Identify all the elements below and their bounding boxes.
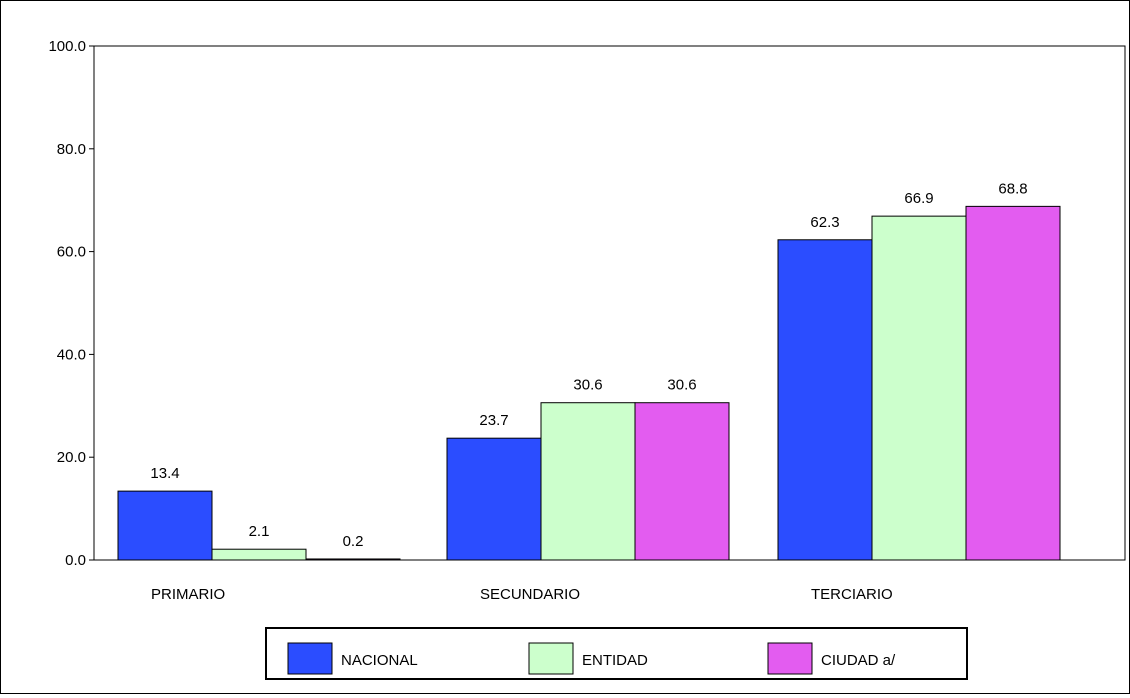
- legend-label-1: ENTIDAD: [582, 652, 648, 669]
- y-tick-label: 100.0: [48, 38, 86, 55]
- bar-value-label: 66.9: [904, 190, 933, 207]
- legend-label-0: NACIONAL: [341, 652, 418, 669]
- bar-value-label: 30.6: [667, 377, 696, 394]
- bar-value-label: 0.2: [343, 533, 364, 550]
- bar-primario-1: [211, 548, 307, 561]
- y-tick-label: 40.0: [57, 346, 86, 363]
- bar-value-label: 13.4: [150, 465, 179, 482]
- bar-series-group: [117, 205, 1061, 561]
- bar-terciario-0: [777, 239, 873, 561]
- legend: NACIONAL ENTIDAD CIUDAD a/: [265, 627, 968, 680]
- legend-box: [265, 627, 968, 680]
- bar-terciario-2: [965, 205, 1061, 561]
- y-axis: 0.0 20.0 40.0 60.0 80.0 100.0: [48, 38, 94, 569]
- bar-secundario-1: [540, 402, 636, 561]
- bar-value-label: 30.6: [573, 377, 602, 394]
- bar-terciario-1: [871, 215, 967, 561]
- legend-label-2: CIUDAD a/: [821, 652, 896, 669]
- category-label: PRIMARIO: [151, 586, 225, 603]
- legend-swatch-2: [767, 642, 813, 675]
- y-tick-label: 60.0: [57, 244, 86, 261]
- legend-swatch-0: [287, 642, 333, 675]
- bar-value-label: 68.8: [998, 180, 1027, 197]
- category-label: TERCIARIO: [811, 586, 893, 603]
- bar-secundario-0: [446, 437, 542, 561]
- bar-secundario-2: [634, 402, 730, 561]
- bar-value-label: 2.1: [249, 523, 270, 540]
- y-tick-label: 80.0: [57, 141, 86, 158]
- bar-primario-2: [305, 558, 401, 561]
- bar-value-label: 62.3: [810, 214, 839, 231]
- bar-value-label: 23.7: [479, 412, 508, 429]
- y-tick-label: 0.0: [65, 552, 86, 569]
- bar-primario-0: [117, 490, 213, 561]
- data-labels: 13.4 2.1 0.2 23.7 30.6 30.6 62.3 66.9 68.8: [150, 180, 1027, 550]
- x-axis-labels: PRIMARIO SECUNDARIO TERCIARIO: [151, 586, 893, 603]
- legend-swatch-1: [528, 642, 574, 675]
- y-tick-label: 20.0: [57, 449, 86, 466]
- category-label: SECUNDARIO: [480, 586, 580, 603]
